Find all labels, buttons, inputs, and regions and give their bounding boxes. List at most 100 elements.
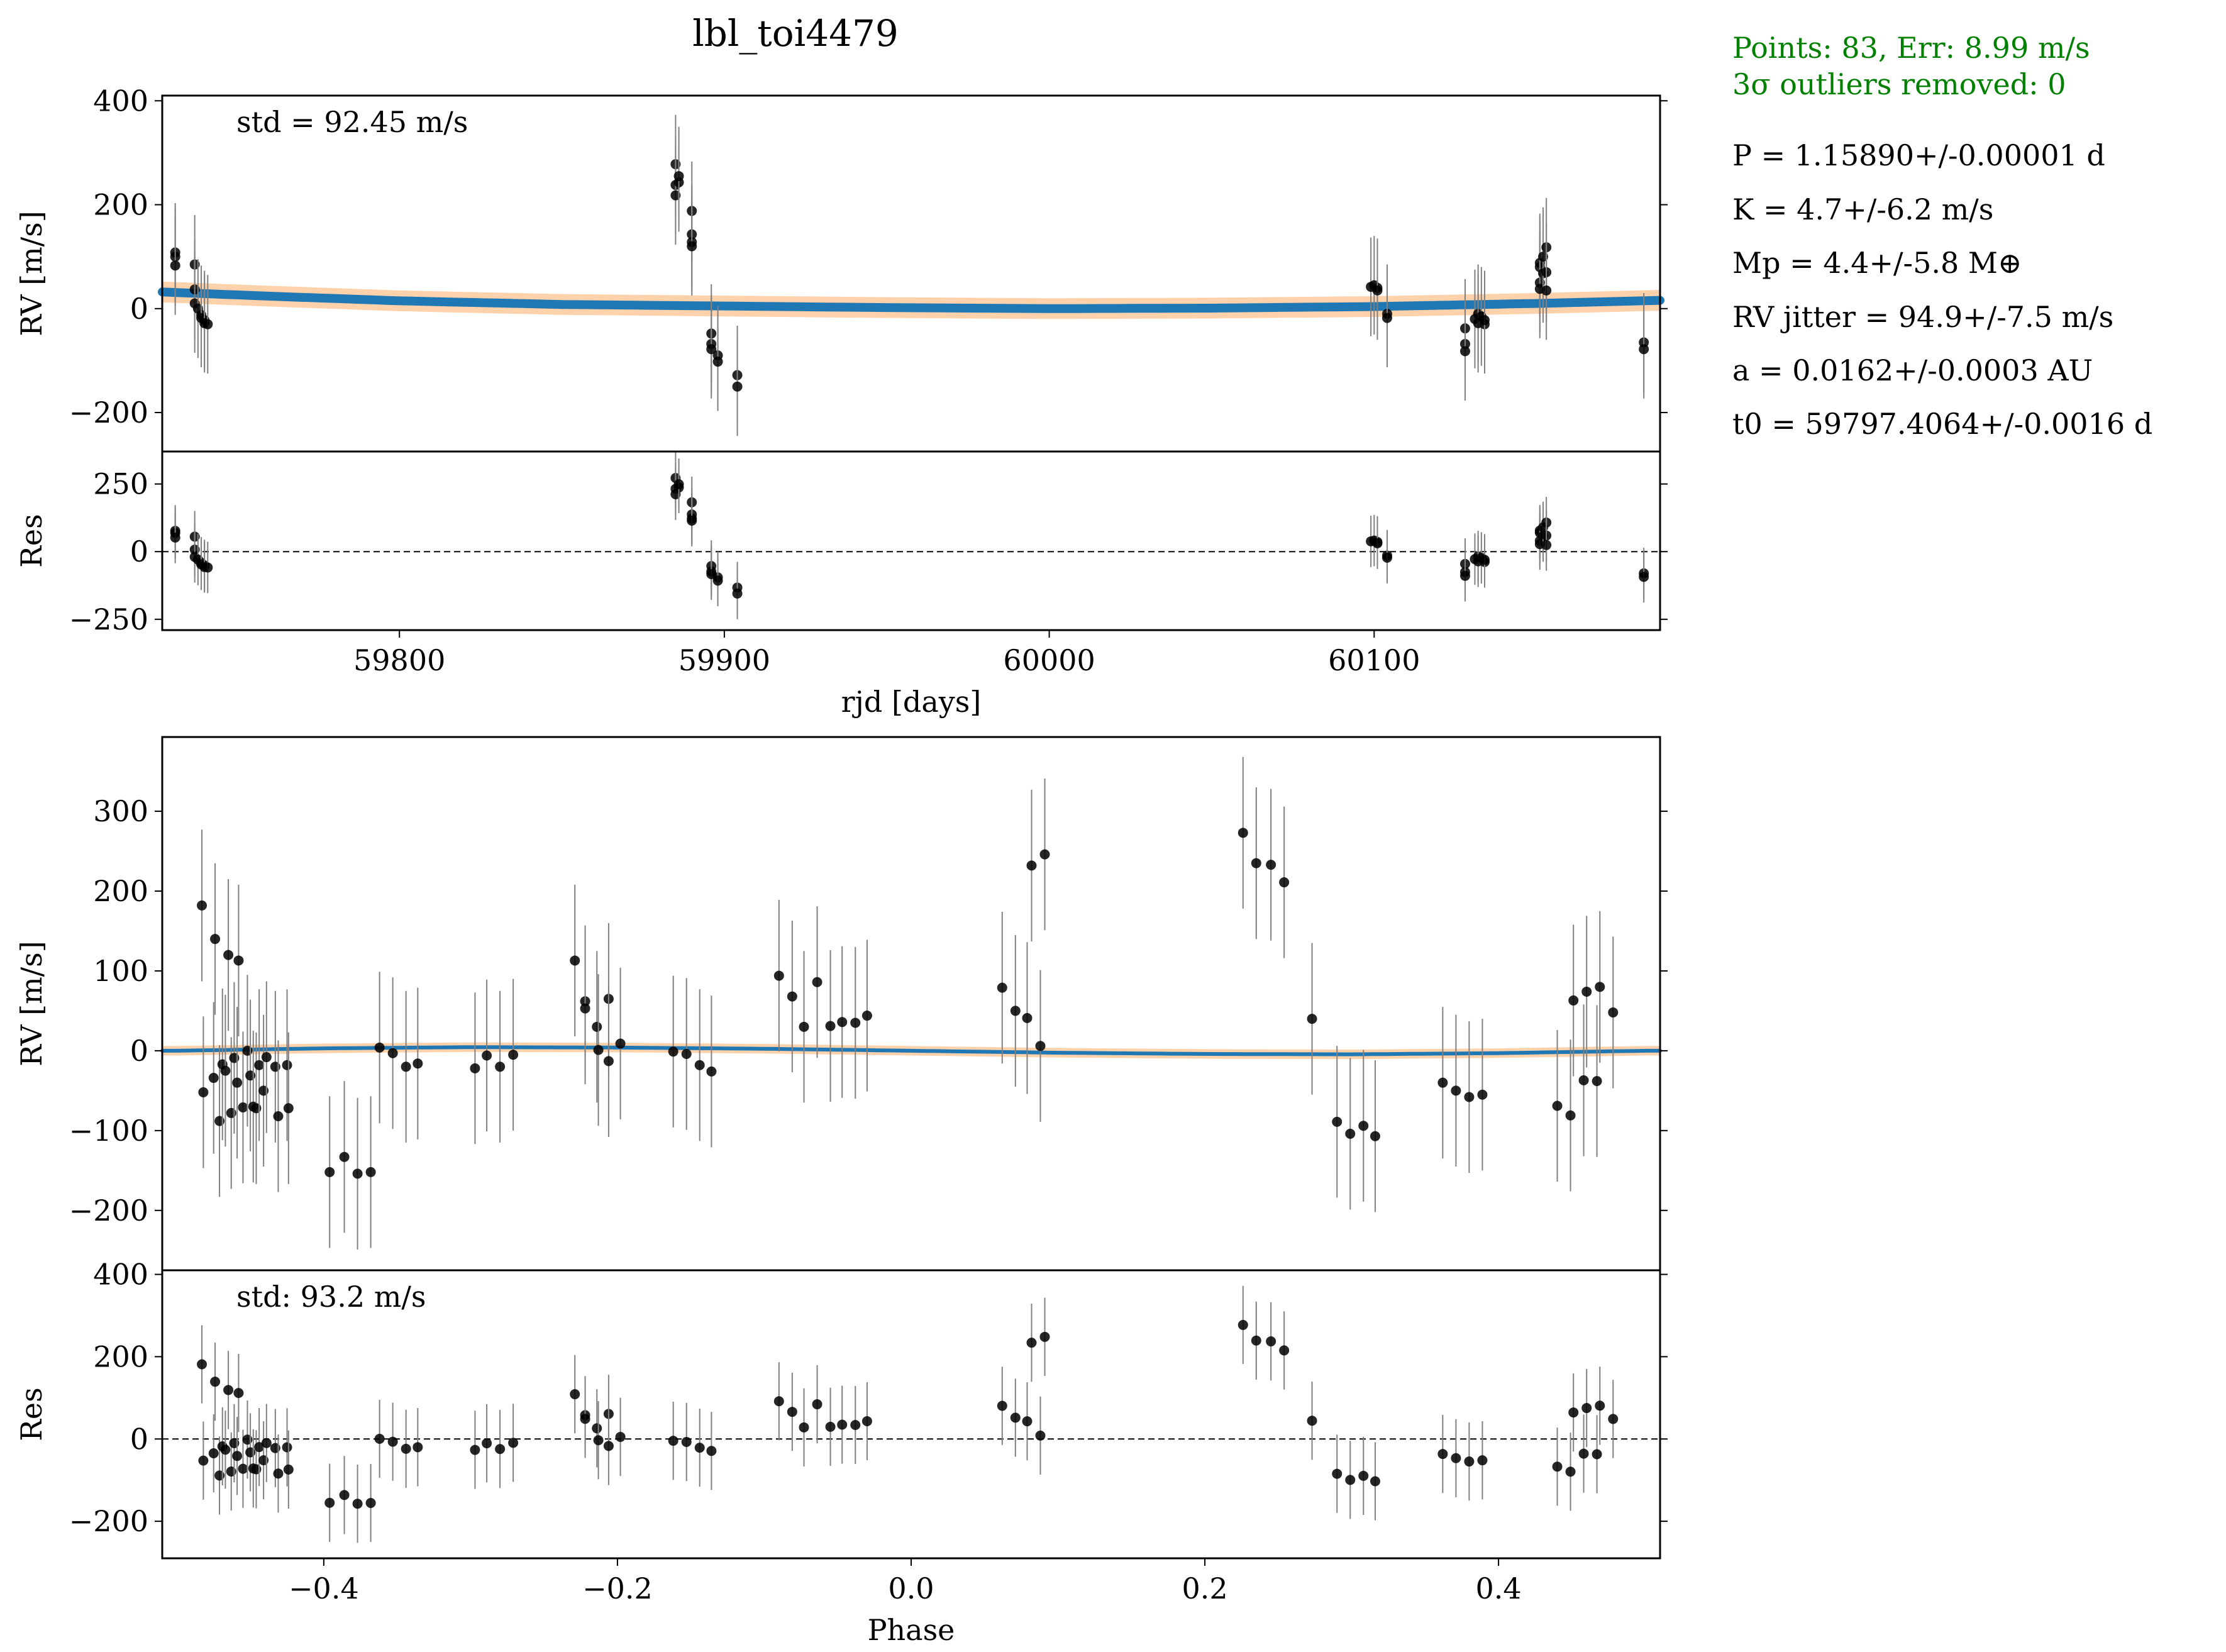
data-point — [401, 1443, 411, 1454]
data-point — [1010, 1412, 1021, 1423]
data-point — [593, 1045, 604, 1055]
data-point — [670, 190, 681, 201]
data-point — [1266, 1336, 1276, 1347]
data-point — [1464, 1456, 1475, 1467]
data-point — [254, 1442, 265, 1453]
x-tick-label: −0.2 — [582, 1572, 653, 1605]
data-point — [210, 934, 221, 945]
data-point — [603, 1441, 614, 1451]
axes-frame — [161, 450, 1661, 631]
data-point — [1035, 1430, 1046, 1441]
data-point — [254, 1060, 265, 1070]
data-point — [210, 1377, 221, 1387]
data-point — [681, 1048, 692, 1059]
data-point — [1565, 1110, 1576, 1121]
data-point — [223, 950, 234, 960]
data-point — [668, 1436, 678, 1446]
axes-frame — [161, 94, 1661, 453]
data-point — [1477, 1089, 1488, 1100]
data-point — [787, 1407, 797, 1417]
data-point — [592, 1021, 602, 1032]
data-point — [1332, 1116, 1343, 1127]
data-point — [208, 1448, 219, 1458]
data-point — [861, 1011, 872, 1021]
data-point — [1578, 1448, 1589, 1459]
x-tick-label: 60000 — [1003, 643, 1095, 677]
data-point — [732, 588, 743, 599]
data-point — [1010, 1006, 1021, 1016]
x-tick-label: 0.4 — [1476, 1572, 1522, 1605]
data-point — [470, 1444, 480, 1455]
data-point — [1035, 1041, 1046, 1051]
data-point — [273, 1468, 284, 1479]
data-point — [1251, 858, 1261, 868]
y-tick-label: −250 — [69, 602, 148, 636]
data-point — [387, 1048, 398, 1058]
data-point — [482, 1438, 492, 1449]
data-point — [1581, 1403, 1592, 1414]
data-point — [1541, 540, 1552, 550]
param-semimajor: a = 0.0162+/-0.0003 AU — [1732, 353, 2093, 387]
data-point — [694, 1443, 705, 1453]
x-tick-label: 59800 — [353, 643, 445, 677]
data-point — [1608, 1007, 1619, 1017]
y-tick-label: 200 — [93, 874, 148, 908]
data-point — [273, 1111, 284, 1121]
data-point — [365, 1497, 376, 1508]
data-point — [706, 1066, 717, 1077]
data-point — [261, 1052, 272, 1063]
data-point — [1565, 1466, 1576, 1477]
data-point — [1568, 995, 1579, 1006]
data-point — [1039, 849, 1050, 860]
data-point — [1592, 1076, 1602, 1087]
data-point — [324, 1497, 335, 1508]
data-point — [232, 1077, 243, 1088]
data-point — [603, 1056, 614, 1067]
panel-phase-rv: −200 −100 0 100 200 300 RV [m/s] — [14, 736, 1668, 1272]
data-point — [850, 1017, 861, 1028]
data-point — [198, 1087, 209, 1097]
y-tick-label: 300 — [93, 794, 148, 828]
data-point — [861, 1416, 872, 1426]
y-tick-label: −200 — [69, 1504, 148, 1538]
y-tick-label: −100 — [69, 1114, 148, 1148]
x-axis-label: rjd [days] — [841, 685, 982, 719]
data-point — [592, 1423, 602, 1434]
data-point — [712, 357, 723, 367]
data-point — [1039, 1331, 1050, 1342]
data-point — [170, 260, 180, 271]
figure-title: lbl_toi4479 — [692, 12, 899, 55]
y-tick-label: 0 — [130, 292, 148, 326]
data-point — [1382, 552, 1392, 563]
data-point — [1581, 986, 1592, 997]
data-point — [997, 1400, 1007, 1411]
y-tick-label: −200 — [69, 396, 148, 430]
data-point — [732, 381, 743, 392]
data-point — [495, 1444, 506, 1455]
data-point — [1372, 538, 1383, 548]
data-point — [1639, 572, 1649, 582]
data-point — [1358, 1121, 1369, 1131]
y-tick-label: 200 — [93, 188, 148, 222]
x-tick-label: −0.4 — [289, 1572, 359, 1605]
data-point — [339, 1490, 350, 1500]
data-point — [470, 1063, 480, 1073]
data-point — [508, 1438, 519, 1448]
y-tick-label: 400 — [93, 1258, 148, 1292]
data-point — [202, 562, 213, 573]
data-point — [706, 344, 717, 355]
data-point — [1595, 982, 1605, 992]
data-point — [1639, 344, 1649, 355]
std-annotation: std: 93.2 m/s — [236, 1280, 426, 1314]
data-point — [1358, 1470, 1369, 1481]
data-point — [773, 970, 784, 981]
data-point — [570, 955, 580, 966]
y-axis-label: RV [m/s] — [14, 941, 48, 1066]
info-line-outliers: 3σ outliers removed: 0 — [1732, 67, 2066, 101]
data-point — [238, 1463, 248, 1474]
param-t0: t0 = 59797.4064+/-0.0016 d — [1732, 407, 2152, 441]
data-point — [580, 1414, 590, 1424]
data-point — [220, 1444, 231, 1455]
data-point — [850, 1419, 861, 1430]
data-point — [220, 1065, 231, 1076]
